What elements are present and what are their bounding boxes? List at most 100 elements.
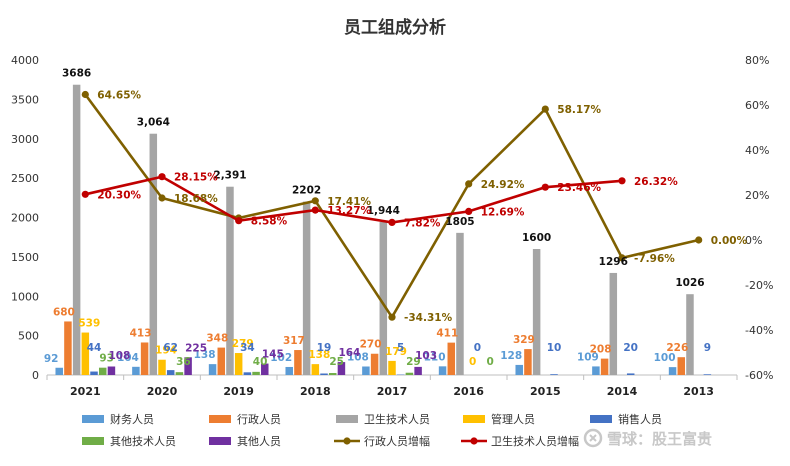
line-point	[82, 91, 89, 98]
bar	[704, 374, 712, 375]
x-tick-label: 2019	[223, 385, 254, 398]
x-tick-label: 2021	[70, 385, 101, 398]
bar-data-label: 20	[623, 342, 638, 354]
bar-data-label: 34	[240, 342, 255, 354]
bar	[550, 374, 558, 375]
bar	[686, 294, 694, 375]
legend-label: 管理人员	[491, 412, 535, 426]
x-tick-label: 2014	[607, 385, 638, 398]
bar	[167, 370, 175, 375]
y-tick-label: 2000	[11, 212, 39, 225]
bar-data-label: 36	[176, 356, 191, 368]
y-tick-label: 1500	[11, 251, 39, 264]
bar-data-label: 226	[666, 342, 688, 354]
legend-swatch	[463, 415, 485, 423]
bar-data-label: 208	[590, 344, 612, 356]
bar-data-label: 0	[469, 356, 476, 368]
legend-swatch-marker	[470, 437, 477, 444]
bar-data-label: 5	[397, 342, 404, 354]
bar-data-label: 1026	[675, 277, 704, 289]
line-point	[542, 106, 549, 113]
bar	[320, 374, 328, 376]
bar-data-label: 413	[130, 328, 152, 340]
x-tick-label: 2020	[147, 385, 178, 398]
bar	[406, 373, 414, 375]
line-data-label: 13.27%	[327, 205, 371, 217]
bar-data-label: 0	[474, 342, 481, 354]
bar-data-label: 108	[108, 350, 130, 362]
bar-data-label: 680	[53, 306, 75, 318]
line-point	[158, 194, 165, 201]
y2-tick-label: 80%	[745, 54, 769, 67]
bar-data-label: 3,064	[137, 117, 170, 129]
bar	[285, 367, 293, 375]
bar-data-label: 270	[360, 339, 382, 351]
y-tick-label: 3500	[11, 93, 39, 106]
y2-tick-label: 20%	[745, 189, 769, 202]
bar	[244, 372, 252, 375]
bar	[294, 350, 302, 375]
bar-data-label: 62	[163, 342, 178, 354]
line-data-label: 64.65%	[97, 90, 141, 102]
legend-swatch	[82, 415, 104, 423]
legend-swatch-marker	[343, 437, 350, 444]
y2-tick-label: -20%	[745, 279, 773, 292]
line-data-label: 12.69%	[481, 206, 525, 218]
legend-swatch	[209, 415, 231, 423]
x-tick-label: 2018	[300, 385, 331, 398]
x-tick-label: 2015	[530, 385, 561, 398]
line-data-label: 20.30%	[97, 189, 141, 201]
bar-data-label: 348	[206, 333, 228, 345]
bar	[235, 353, 243, 375]
bar	[141, 342, 149, 375]
legend: 财务人员行政人员卫生技术人员管理人员销售人员其他技术人员其他人员行政人员增幅卫生…	[82, 412, 662, 448]
y2-tick-label: 0%	[745, 234, 762, 247]
line-point	[312, 207, 319, 214]
bar	[64, 321, 72, 375]
bar	[678, 357, 686, 375]
bar-data-label: 329	[513, 334, 535, 346]
bar	[176, 372, 184, 375]
line-data-label: 0.00%	[711, 235, 748, 247]
bar	[108, 367, 116, 376]
line-data-label: 18.68%	[174, 193, 218, 205]
bar	[601, 359, 609, 375]
line-data-label: 58.17%	[557, 104, 601, 116]
legend-label: 其他技术人员	[110, 435, 176, 448]
bar-data-label: 1296	[599, 256, 628, 268]
bar-data-label: 1,944	[367, 205, 400, 217]
bar	[524, 349, 532, 375]
bar-data-label: 411	[436, 328, 458, 340]
bar	[158, 360, 166, 375]
legend-label: 财务人员	[110, 412, 154, 426]
bar	[362, 367, 370, 376]
bar-data-label: 317	[283, 335, 305, 347]
bar	[669, 367, 677, 375]
y2-tick-label: -60%	[745, 369, 773, 382]
bar	[73, 85, 81, 375]
bar-data-label: 10	[547, 342, 562, 354]
bar-data-label: 225	[185, 342, 207, 354]
bar-data-label: 1600	[522, 232, 551, 244]
legend-label: 行政人员	[237, 412, 281, 426]
y-tick-label: 2500	[11, 172, 39, 185]
bar	[610, 273, 618, 375]
bar	[371, 354, 379, 375]
bar	[218, 348, 226, 375]
bar-data-label: 103	[415, 350, 437, 362]
line-point	[388, 219, 395, 226]
line-point	[158, 173, 165, 180]
legend-swatch	[209, 437, 231, 445]
line-data-label: -34.31%	[404, 312, 453, 324]
bar-data-label: 2,391	[213, 170, 246, 182]
bar	[252, 372, 260, 375]
bar-data-label: 92	[44, 353, 59, 365]
x-tick-label: 2016	[453, 385, 484, 398]
bar	[448, 343, 456, 375]
line-point	[312, 197, 319, 204]
y-tick-label: 3000	[11, 133, 39, 146]
x-tick-label: 2017	[377, 385, 408, 398]
chart-title: 员工组成分析	[344, 17, 446, 38]
x-tick-label: 2013	[683, 385, 714, 398]
watermark: 雪球：股王富贵	[585, 430, 712, 448]
